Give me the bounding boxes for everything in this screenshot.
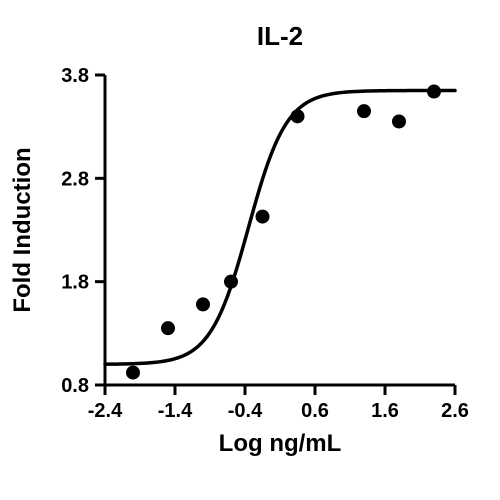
data-point [224,275,238,289]
data-point [161,321,175,335]
y-tick-label: 1.8 [61,272,89,294]
data-point [196,297,210,311]
data-point [392,115,406,129]
data-point [126,366,140,380]
x-tick-label: 0.6 [301,400,329,422]
data-point [427,85,441,99]
chart-svg: IL-2 -2.4 -1.4 -0.4 0.6 1.6 2.6 0.8 1.8 2.8 3.8 Log… [0,0,500,500]
x-tick-label: -0.4 [228,400,263,422]
data-point [357,104,371,118]
data-point [291,109,305,123]
chart-title: IL-2 [257,21,303,51]
data-point [256,210,270,224]
x-tick-label: -2.4 [88,400,123,422]
x-axis-label: Log ng/mL [219,430,342,457]
y-tick-label: 3.8 [61,65,89,87]
y-axis-label: Fold Induction [9,147,36,312]
y-tick-label: 0.8 [61,375,89,397]
x-tick-label: -1.4 [158,400,193,422]
x-tick-label: 2.6 [441,400,469,422]
y-tick-label: 2.8 [61,168,89,190]
dose-response-chart: IL-2 -2.4 -1.4 -0.4 0.6 1.6 2.6 0.8 1.8 2.8 3.8 Log… [0,0,500,500]
x-tick-label: 1.6 [371,400,399,422]
fit-curve [105,91,455,365]
